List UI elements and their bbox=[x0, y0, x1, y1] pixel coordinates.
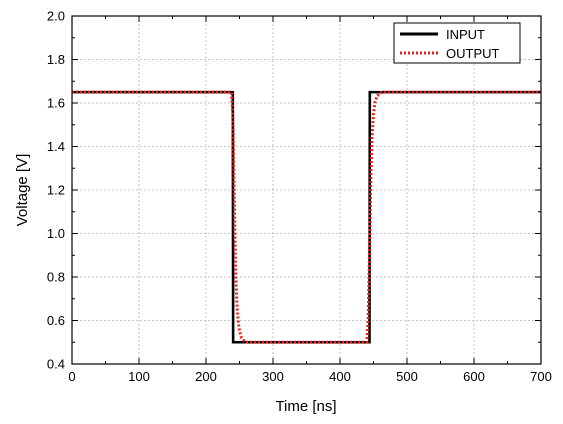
x-tick-label: 700 bbox=[530, 369, 552, 384]
x-tick-label: 200 bbox=[195, 369, 217, 384]
y-tick-label: 1.8 bbox=[47, 52, 65, 67]
y-tick-label: 0.4 bbox=[47, 357, 65, 372]
series-line-output bbox=[72, 90, 541, 344]
y-tick-label: 1.2 bbox=[47, 183, 65, 198]
y-tick-label: 2.0 bbox=[47, 9, 65, 24]
ticks bbox=[71, 15, 542, 365]
x-tick-label: 500 bbox=[396, 369, 418, 384]
legend-label-input: INPUT bbox=[446, 27, 485, 42]
x-tick-label: 600 bbox=[463, 369, 485, 384]
legend-box bbox=[393, 22, 521, 64]
series-group bbox=[72, 90, 541, 344]
y-axis-title: Voltage [V] bbox=[14, 154, 31, 227]
tick-labels: 0 100 200 300 400 500 600 700 0.4 0.6 0.8 1.0 1.2 1.4… bbox=[47, 9, 552, 385]
y-tick-label: 1.4 bbox=[47, 139, 65, 154]
x-tick-label: 400 bbox=[329, 369, 351, 384]
x-tick-label: 300 bbox=[262, 369, 284, 384]
legend-label-output: OUTPUT bbox=[446, 46, 500, 61]
x-tick-label: 0 bbox=[68, 369, 75, 384]
legend: INPUT OUTPUT bbox=[393, 22, 521, 64]
y-tick-label: 1.6 bbox=[47, 96, 65, 111]
y-tick-label: 0.8 bbox=[47, 270, 65, 285]
x-axis-title: Time [ns] bbox=[275, 398, 336, 415]
grid bbox=[72, 16, 541, 364]
y-tick-label: 0.6 bbox=[47, 313, 65, 328]
y-tick-label: 1.0 bbox=[47, 226, 65, 241]
x-tick-label: 100 bbox=[128, 369, 150, 384]
